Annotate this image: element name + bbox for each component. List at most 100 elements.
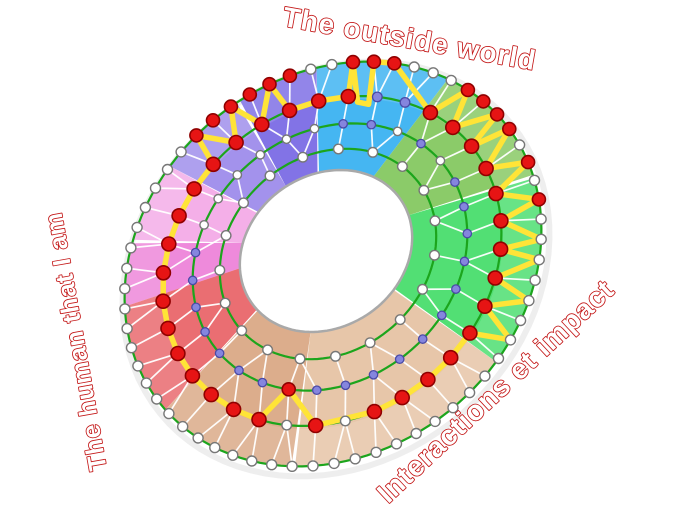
- ring3-node-white: [392, 126, 403, 137]
- ring2-node-red: [340, 88, 357, 105]
- inner-node-white: [330, 350, 342, 362]
- outer-node-red: [262, 76, 277, 92]
- inner-node-white: [332, 143, 344, 155]
- outer-node-white: [349, 453, 361, 465]
- nodes-inner: [214, 143, 441, 365]
- outer-node-white: [227, 449, 239, 461]
- ring2-node-white: [281, 419, 293, 431]
- ring2-node-peri: [399, 96, 411, 108]
- sector-pink-dark: [124, 242, 243, 307]
- ring3-node-white: [213, 193, 224, 204]
- ring2-node-red: [477, 298, 493, 315]
- outer-node-red: [489, 107, 505, 122]
- inner-node-white: [264, 170, 276, 182]
- ring2-node-red: [281, 102, 298, 119]
- ring3-node-peri: [366, 119, 377, 130]
- outer-node-white: [140, 377, 153, 389]
- outer-node-white: [504, 334, 517, 346]
- ring2-node-red: [422, 104, 439, 121]
- ring3-node-peri: [436, 310, 447, 321]
- ring3-node-white: [232, 169, 243, 180]
- ring2-node-red: [487, 270, 504, 286]
- ring2-node-peri: [371, 91, 383, 103]
- outer-node-white: [266, 459, 278, 471]
- ring2-node-red: [171, 208, 187, 224]
- ring3-node-peri: [462, 228, 473, 239]
- ring2-node-red: [442, 349, 459, 366]
- inner-node-white: [214, 264, 226, 276]
- ring2-node-red: [463, 138, 480, 154]
- ring3-node-peri: [451, 284, 461, 294]
- outer-node-white: [523, 294, 535, 307]
- ring2-node-white: [339, 415, 351, 427]
- ring2-node-red: [205, 156, 222, 173]
- outer-node-white: [119, 303, 131, 315]
- outer-node-white: [307, 460, 319, 472]
- ring2-node-red: [155, 293, 171, 310]
- ring3-node-white: [199, 219, 210, 230]
- outer-node-white: [528, 174, 541, 187]
- ring3-node-peri: [394, 354, 405, 365]
- ring3-node-peri: [450, 177, 460, 187]
- ring3-node-peri: [416, 138, 426, 149]
- ring3-node-peri: [187, 275, 198, 286]
- inner-node-white: [418, 184, 430, 196]
- outer-node-white: [125, 242, 137, 254]
- outer-node-white: [121, 262, 133, 274]
- outer-node-white: [463, 386, 476, 399]
- ring2-node-red: [203, 386, 219, 403]
- outer-node-white: [447, 402, 459, 414]
- ring2-node-red: [253, 116, 270, 133]
- ring2-node-red: [228, 134, 244, 151]
- inner-node-white: [220, 229, 232, 241]
- ring3-node-peri: [340, 380, 351, 391]
- ring2-node-red: [492, 241, 509, 257]
- inner-node-white: [219, 297, 231, 309]
- outer-node-red: [282, 68, 298, 83]
- outer-node-white: [119, 283, 131, 295]
- outer-node-white: [370, 446, 382, 458]
- ring3-node-peri: [234, 365, 244, 376]
- sector-pink-light: [133, 166, 258, 243]
- outer-node-white: [514, 314, 527, 327]
- outer-node-white: [427, 67, 439, 79]
- ring3-node-white: [435, 155, 446, 166]
- ring2-node-red: [462, 325, 478, 341]
- outer-node-red: [205, 113, 221, 128]
- outer-node-white: [390, 438, 403, 450]
- outer-node-white: [161, 163, 174, 176]
- outer-node-red: [501, 121, 517, 137]
- nodes-ring2: [155, 88, 509, 434]
- inner-node-white: [294, 353, 306, 365]
- outer-node-white: [132, 360, 144, 372]
- outer-node-white: [492, 352, 505, 365]
- ring2-node-red: [394, 389, 411, 406]
- ring2-node-red: [493, 213, 509, 229]
- sector-purple-light: [169, 102, 286, 212]
- ring3-node-white: [281, 134, 292, 145]
- outer-node-white: [286, 460, 298, 472]
- outer-node-white: [149, 182, 162, 194]
- outer-node-white: [535, 233, 547, 246]
- outer-node-white: [445, 74, 457, 87]
- sector-tan-dark: [165, 310, 311, 467]
- outer-node-white: [326, 58, 338, 71]
- ring3-node-white: [255, 149, 266, 160]
- outer-node-red: [520, 154, 536, 170]
- ring3-node-peri: [214, 348, 225, 359]
- outer-node-white: [529, 274, 541, 286]
- outer-node-white: [513, 139, 526, 151]
- outer-node-red: [460, 82, 476, 98]
- ring2-node-red: [310, 93, 327, 109]
- inner-node-white: [429, 215, 441, 227]
- inner-node-white: [417, 283, 429, 295]
- inner-node-white: [236, 325, 248, 337]
- ring3-node-peri: [459, 256, 470, 267]
- inner-node-white: [367, 146, 379, 158]
- outer-node-white: [533, 254, 545, 266]
- ring2-node-red: [155, 264, 172, 281]
- ring3-node-peri: [368, 369, 379, 380]
- outer-node-white: [139, 201, 152, 214]
